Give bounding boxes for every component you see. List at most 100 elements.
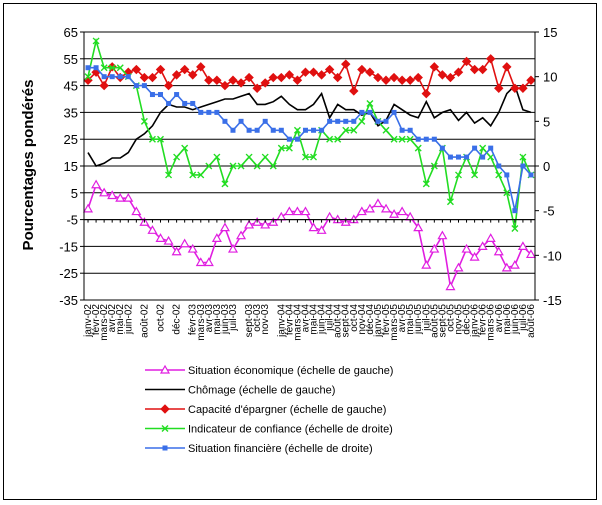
x-tick-label: déc-04 — [365, 304, 376, 335]
legend: Situation économique (échelle de gauche)… — [145, 364, 393, 455]
data-point — [510, 83, 520, 93]
data-point — [469, 64, 480, 75]
data-point — [422, 180, 430, 188]
data-point — [123, 192, 134, 202]
data-point — [188, 70, 198, 80]
x-tick-label: févr-03 — [188, 304, 199, 336]
data-point — [327, 118, 333, 124]
data-point — [160, 404, 170, 414]
right-tick-label: 15 — [543, 25, 557, 40]
data-point — [310, 153, 318, 161]
x-tick-label: juil-06 — [518, 304, 529, 332]
x-tick-label: juin-06 — [510, 304, 521, 335]
data-point — [511, 225, 519, 233]
left-axis-ticks: -35 -25 -15 -5 5 15 25 35 45 55 65 — [59, 25, 84, 308]
data-point — [133, 83, 139, 89]
data-point — [383, 118, 389, 124]
legend-item: Situation économique (échelle de gauche) — [145, 364, 393, 377]
data-point — [198, 109, 204, 115]
x-tick-label: sept-05 — [437, 304, 448, 338]
data-point — [238, 118, 244, 124]
x-tick-label: août-04 — [333, 304, 344, 338]
data-point — [125, 74, 131, 80]
data-point — [454, 171, 462, 179]
data-point — [519, 153, 527, 161]
data-point — [332, 72, 343, 83]
data-point — [108, 64, 116, 72]
left-tick-label: -25 — [59, 266, 78, 281]
series-line — [87, 183, 532, 290]
data-point — [389, 72, 399, 83]
data-point — [147, 225, 158, 234]
data-point — [367, 109, 373, 115]
x-tick-label: févr-06 — [478, 304, 489, 336]
data-point — [92, 37, 100, 45]
series-line — [87, 37, 532, 229]
data-point — [99, 187, 110, 197]
data-point — [212, 75, 222, 85]
data-point — [139, 72, 150, 83]
data-point — [479, 144, 487, 152]
series-indicateur-de-confiance — [84, 37, 535, 233]
x-tick-label: mars-06 — [486, 304, 497, 341]
data-point — [204, 75, 214, 85]
y-axis-label: Pourcentages pondérés — [20, 80, 37, 251]
data-point — [179, 238, 190, 248]
data-point — [165, 171, 173, 179]
data-point — [397, 75, 407, 85]
data-point — [504, 172, 510, 178]
data-point — [141, 83, 147, 89]
data-point — [485, 54, 496, 64]
data-point — [520, 163, 526, 169]
data-point — [236, 78, 246, 88]
data-point — [174, 92, 180, 98]
data-point — [477, 241, 488, 250]
series-layer — [82, 37, 537, 291]
x-tick-label: nov-04 — [357, 304, 368, 335]
data-point — [292, 206, 303, 216]
data-point — [453, 67, 464, 77]
x-tick-label: juil-03 — [228, 304, 239, 332]
left-tick-label: 55 — [64, 52, 78, 67]
data-point — [343, 118, 349, 124]
data-point — [293, 126, 301, 134]
data-point — [453, 262, 464, 272]
right-tick-label: -15 — [543, 293, 562, 308]
x-tick-label: oct-03 — [252, 304, 263, 332]
data-point — [471, 171, 479, 179]
data-point — [182, 100, 188, 106]
data-point — [140, 117, 148, 125]
data-point — [269, 162, 277, 170]
data-point — [268, 72, 278, 83]
data-point — [359, 109, 365, 115]
data-point — [173, 153, 181, 161]
data-point — [382, 126, 390, 134]
data-point — [166, 100, 172, 106]
data-point — [91, 179, 102, 189]
data-point — [220, 80, 230, 91]
left-tick-label: 35 — [64, 105, 78, 120]
data-point — [203, 257, 214, 267]
data-point — [262, 118, 268, 124]
x-tick-label: août-02 — [139, 304, 150, 338]
data-point — [155, 233, 166, 242]
data-point — [107, 190, 118, 200]
data-point — [300, 206, 311, 216]
data-point — [488, 145, 494, 151]
x-tick-label: oct-05 — [445, 304, 456, 332]
x-tick-label: mai-04 — [309, 304, 320, 335]
data-point — [261, 153, 269, 161]
data-point — [351, 118, 357, 124]
data-point — [301, 153, 309, 161]
data-point — [219, 222, 230, 232]
data-point — [157, 135, 165, 143]
right-tick-label: -5 — [543, 204, 555, 219]
x-tick-label: sept-03 — [244, 304, 255, 338]
x-tick-label: nov-03 — [260, 304, 271, 335]
data-point — [518, 83, 528, 93]
data-point — [302, 127, 308, 133]
x-tick-label: juin-05 — [413, 304, 424, 335]
data-point — [214, 109, 220, 115]
right-axis-ticks: -15 -10 -5 0 5 10 15 — [535, 25, 562, 308]
